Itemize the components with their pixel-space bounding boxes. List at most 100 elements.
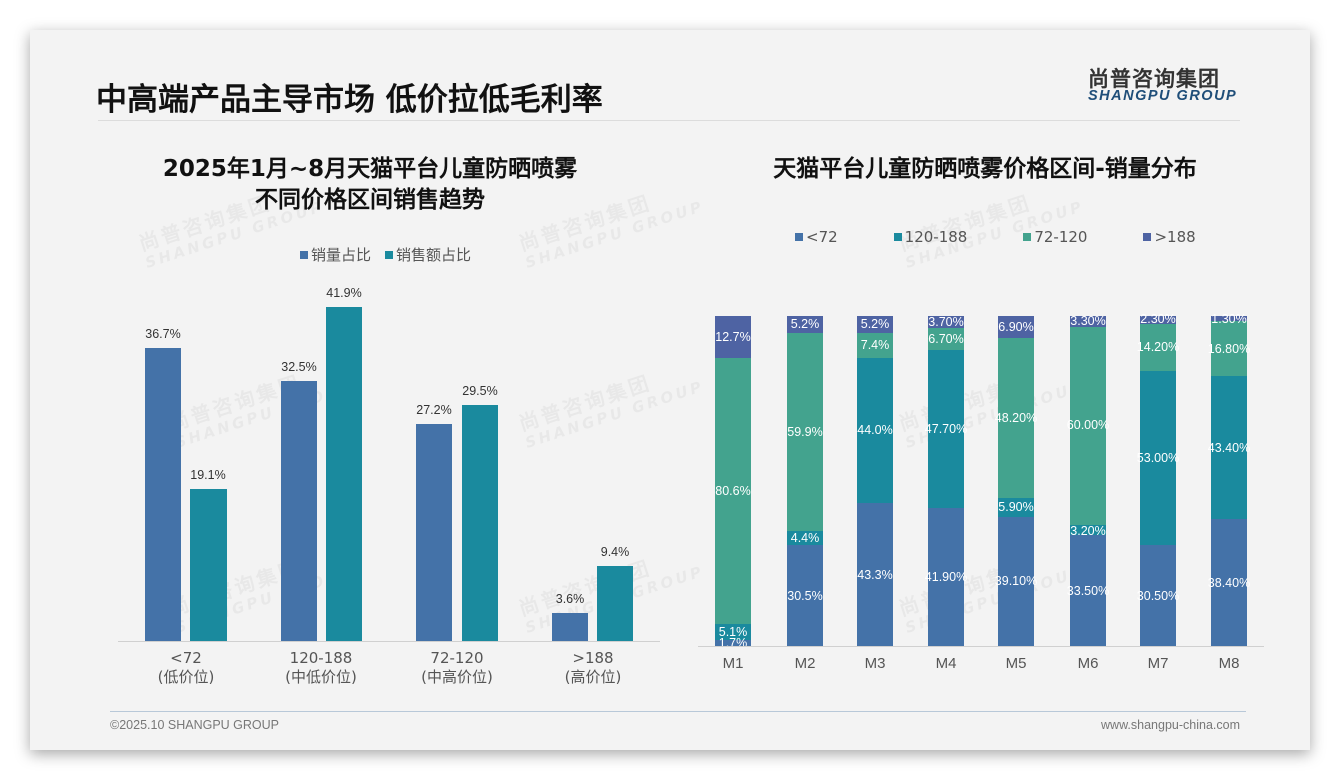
bar-volume-lt72	[145, 348, 181, 641]
month-label: M1	[722, 655, 744, 672]
segment-lt72	[998, 517, 1034, 646]
segment-120-188	[928, 350, 964, 508]
month-label: M6	[1077, 655, 1099, 672]
right-chart-x-axis	[698, 646, 1264, 647]
category-label-gt188: >188 (高价位)	[564, 649, 622, 686]
segment-72-120	[928, 328, 964, 351]
legend-item-72-120: 72-120	[1023, 228, 1087, 246]
footer-copyright: ©2025.10 SHANGPU GROUP	[110, 718, 279, 732]
left-chart-x-axis	[118, 641, 660, 642]
legend-item-volume: 销量占比	[300, 244, 371, 265]
segment-gt188	[1140, 316, 1176, 324]
footer-divider	[110, 711, 1246, 712]
segment-72-120	[1070, 326, 1106, 525]
left-chart-title-line2: 不同价格区间销售趋势	[255, 187, 485, 213]
segment-120-188	[715, 623, 751, 641]
bar-label: 3.6%	[555, 592, 585, 606]
footer-website: www.shangpu-china.com	[1101, 718, 1240, 732]
stacked-column-m7: 30.50% 53.00% 14.20% 2.30%	[1137, 313, 1179, 646]
left-chart-title-line1: 2025年1月~8月天猫平台儿童防晒喷雾	[162, 156, 578, 182]
bar-sales-120-188	[326, 307, 362, 641]
legend-item-lt72: <72	[795, 228, 838, 246]
segment-72-120	[998, 338, 1034, 498]
category-label-72-120: 72-120 (中高价位)	[421, 649, 493, 686]
segment-120-188	[1070, 524, 1106, 536]
segment-lt72	[715, 640, 751, 646]
segment-gt188	[1070, 316, 1106, 327]
legend-swatch	[795, 233, 803, 241]
legend-swatch	[1023, 233, 1032, 241]
legend-item-sales: 销售额占比	[385, 244, 471, 265]
logo-english: SHANGPU GROUP	[1088, 88, 1238, 104]
month-label: M2	[794, 655, 816, 672]
segment-gt188	[1211, 316, 1247, 321]
segment-lt72	[1070, 535, 1106, 646]
bar-sales-72-120	[462, 405, 498, 641]
stacked-column-m1: 1.7% 5.1% 80.6% 12.7%	[715, 316, 751, 650]
stacked-column-m8: 38.40% 43.40% 16.80% 1.30%	[1208, 313, 1250, 646]
legend-item-120-188: 120-188	[893, 228, 967, 246]
bar-label: 9.4%	[600, 545, 630, 559]
legend-swatch	[1143, 233, 1152, 241]
logo-chinese: 尚普咨询集团	[1088, 67, 1220, 91]
segment-gt188	[857, 316, 893, 334]
segment-gt188	[928, 316, 964, 329]
segment-lt72	[787, 545, 823, 646]
segment-120-188	[1140, 370, 1176, 546]
segment-120-188	[857, 357, 893, 504]
segment-120-188	[787, 530, 823, 546]
segment-72-120	[1140, 323, 1176, 371]
segment-gt188	[787, 316, 823, 334]
legend-swatch	[300, 250, 308, 259]
right-chart-title: 天猫平台儿童防晒喷雾价格区间-销量分布	[773, 156, 1197, 182]
stacked-column-m4: 41.90% 47.70% 6.70% 3.70%	[925, 316, 967, 646]
bar-label: 32.5%	[281, 360, 317, 374]
bar-label: 27.2%	[416, 403, 452, 417]
legend-swatch	[385, 250, 394, 259]
right-chart-legend: <72 120-188 72-120 >188	[795, 228, 1210, 246]
bar-volume-gt188	[552, 613, 588, 641]
bar-label: 29.5%	[462, 384, 498, 398]
segment-120-188	[998, 497, 1034, 517]
month-label: M4	[935, 655, 957, 672]
segment-72-120	[787, 333, 823, 531]
left-chart-title: 2025年1月~8月天猫平台儿童防晒喷雾 不同价格区间销售趋势	[90, 154, 650, 216]
legend-item-gt188: >188	[1143, 228, 1196, 246]
legend-swatch	[893, 233, 902, 241]
bar-label: 41.9%	[326, 286, 362, 300]
left-chart-legend: 销量占比 销售额占比	[300, 244, 485, 265]
segment-120-188	[1211, 376, 1247, 520]
segment-lt72	[857, 503, 893, 646]
bar-label: 19.1%	[190, 468, 226, 482]
stacked-column-m2: 30.5% 4.4% 59.9% 5.2%	[787, 316, 823, 646]
category-label-lt72: <72 (低价位)	[157, 649, 215, 686]
stacked-column-m6: 33.50% 3.20% 60.00% 3.30%	[1067, 315, 1109, 646]
segment-gt188	[715, 316, 751, 358]
month-label: M8	[1218, 655, 1240, 672]
bar-label: 36.7%	[145, 327, 181, 341]
segment-lt72	[928, 507, 964, 646]
stacked-column-m5: 39.10% 5.90% 48.20% 6.90%	[995, 316, 1037, 646]
bar-sales-lt72	[190, 489, 227, 641]
stacked-column-m3: 43.3% 44.0% 7.4% 5.2%	[857, 316, 893, 646]
segment-72-120	[715, 357, 751, 624]
bar-sales-gt188	[597, 566, 633, 641]
month-label: M7	[1147, 655, 1169, 672]
segment-72-120	[857, 333, 893, 358]
page-title: 中高端产品主导市场 低价拉低毛利率	[96, 82, 603, 118]
category-label-120-188: 120-188 (中低价位)	[285, 649, 357, 686]
bar-volume-120-188	[281, 381, 317, 641]
title-divider	[98, 120, 1240, 121]
segment-lt72	[1211, 519, 1247, 646]
segment-72-120	[1211, 320, 1247, 377]
month-label: M3	[864, 655, 886, 672]
segment-lt72	[1140, 545, 1176, 646]
month-label: M5	[1005, 655, 1027, 672]
segment-gt188	[998, 316, 1034, 339]
bar-volume-72-120	[416, 424, 452, 641]
